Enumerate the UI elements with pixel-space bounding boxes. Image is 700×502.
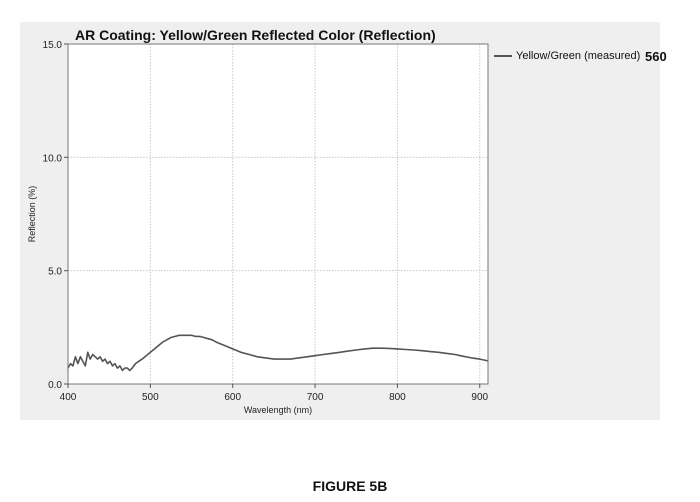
x-tick-label: 500 bbox=[142, 392, 159, 403]
x-tick-label: 600 bbox=[224, 392, 241, 403]
legend-label: Yellow/Green (measured) bbox=[516, 50, 641, 62]
x-tick-label: 900 bbox=[471, 392, 488, 403]
reference-number: 560 bbox=[645, 49, 667, 64]
chart-title: AR Coating: Yellow/Green Reflected Color… bbox=[75, 27, 436, 43]
grid-lines bbox=[68, 44, 488, 384]
x-tick-label: 800 bbox=[389, 392, 406, 403]
y-axis-label: Reflection (%) bbox=[27, 186, 37, 243]
y-tick-label: 15.0 bbox=[43, 40, 63, 51]
series-layer bbox=[67, 334, 489, 372]
y-tick-label: 10.0 bbox=[43, 153, 63, 164]
x-tick-label: 400 bbox=[60, 392, 77, 403]
plot-frame bbox=[67, 43, 489, 385]
legend: Yellow/Green (measured) bbox=[494, 50, 640, 62]
y-tick-label: 5.0 bbox=[48, 267, 62, 278]
figure-caption: FIGURE 5B bbox=[312, 478, 388, 494]
plot-area bbox=[68, 44, 488, 384]
x-axis-label: Wavelength (nm) bbox=[244, 405, 312, 415]
y-axis: 0.0 5.0 10.0 15.0 bbox=[43, 40, 68, 391]
y-tick-label: 0.0 bbox=[48, 380, 62, 391]
x-axis: 400 500 600 700 800 900 bbox=[60, 384, 489, 403]
series-line bbox=[67, 334, 489, 372]
legend-line-swatch bbox=[494, 55, 512, 57]
x-tick-label: 700 bbox=[307, 392, 324, 403]
